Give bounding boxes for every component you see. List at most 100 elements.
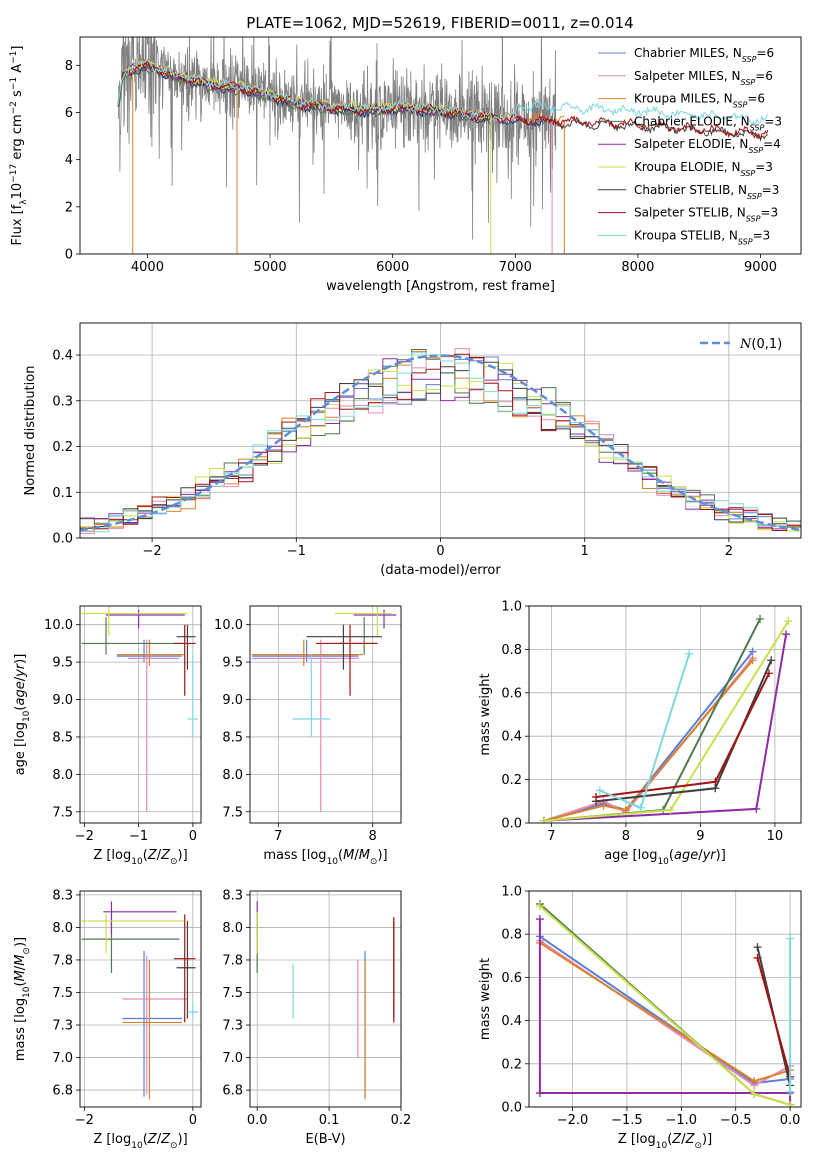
y-tick-label: 6.8 [222,1084,243,1099]
x-tick-label: −1.5 [611,1113,643,1128]
y-tick-label: 0.2 [501,1057,522,1072]
x-tick-label: 0 [189,1113,197,1128]
y-tick-label: 8 [65,59,73,74]
weight-marker [636,803,645,812]
legend-label: Kroupa STELIB, NSSP=3 [634,228,770,246]
y-tick-label: 8.3 [222,888,243,903]
y-tick-label: 6 [65,106,73,121]
panel-mass-weight-vs-age: 7 8 9 10 0.0 0.2 0.4 0.6 0.8 1.0 age [log10(age/yr… [478,600,802,867]
plot-area [117,37,769,254]
weight-marker [599,801,608,810]
weight-marker [535,1088,544,1097]
y-tick-label: 0.4 [52,349,73,364]
y-tick-label: 1.0 [501,885,522,900]
y-tick-label: 0.2 [501,773,522,788]
y-tick-label: 6.8 [52,1084,73,1099]
model-spectrum [117,59,769,126]
y-tick-label: 0.6 [501,686,522,701]
y-tick-label: 7.5 [222,805,243,820]
y-tick-label: 7.8 [52,953,73,968]
plot-area [81,901,199,1100]
weight-marker [750,1077,759,1086]
y-tick-label: 7.3 [52,1019,73,1034]
plot-area [256,901,395,1100]
y-tick-label: 0.8 [501,643,522,658]
weight-marker [750,1090,759,1099]
panel-residuals: −2 −1 0 1 2 0.0 0.1 0.2 0.3 0.4 (data-model)/error… [23,322,802,578]
weight-marker [786,934,795,943]
legend: Chabrier MILES, NSSP=6 Salpeter MILES, NS… [598,46,782,246]
weight-series [539,905,791,1106]
weight-marker [784,617,793,626]
axes-frame [528,890,802,1108]
x-tick-label: −1 [287,544,306,559]
axes-frame [79,36,802,255]
axes-frame [79,322,802,539]
x-tick-label: −1 [129,829,148,844]
x-tick-label: 5000 [254,260,287,275]
panel-mass-vs-Z: −2 0 6.8 7.0 7.3 7.5 7.8 8.0 8.3 Z [log10(Z/Z⊙)] m… [13,888,202,1151]
legend-label: Salpeter ELODIE, NSSP=4 [634,137,781,155]
y-tick-label: 0.4 [501,730,522,745]
weight-marker [535,915,544,924]
weight-marker [752,804,761,813]
x-axis-label: E(B-V) [305,1132,345,1147]
weight-marker [767,656,776,665]
weight-marker [748,656,757,665]
y-tick-label: 9.5 [52,656,73,671]
x-tick-label: 0 [189,829,197,844]
x-tick-label: 8000 [621,260,654,275]
y-tick-label: 8.5 [222,730,243,745]
y-tick-label: 7.3 [222,1019,243,1034]
y-tick-label: 0.8 [501,928,522,943]
y-tick-label: 9.0 [52,693,73,708]
y-axis-label: mass weight [478,673,493,755]
x-axis-label: age [log10(age/yr)] [604,848,726,867]
y-tick-label: 0.0 [52,532,73,547]
plot-area [251,606,397,812]
histogram-series [80,356,801,529]
y-axis-label: Normed distribution [23,366,38,496]
x-tick-label: 8 [622,829,630,844]
y-tick-label: 2 [65,200,73,215]
x-axis-label: (data-model)/error [380,563,501,578]
x-axis-label: mass [log10(M/M⊙)] [263,848,387,867]
legend-label: Kroupa ELODIE, NSSP=3 [634,160,773,178]
y-tick-label: 9.0 [222,693,243,708]
x-tick-label: 0.0 [780,1113,801,1128]
y-tick-label: 7.0 [222,1051,243,1066]
plot-area [539,615,793,823]
x-tick-label: −0.5 [720,1113,752,1128]
legend-label: Salpeter STELIB, NSSP=3 [634,206,778,224]
legend-label: N(0,1) [739,337,782,352]
weight-marker [539,816,548,823]
normal-curve [80,354,801,532]
y-tick-label: 8.0 [52,921,73,936]
x-tick-label: −2 [75,829,94,844]
weight-series [539,941,791,1083]
x-tick-label: 7 [547,829,555,844]
weight-marker [782,630,791,639]
observed-spectrum [117,37,557,240]
x-tick-label: −2 [75,1113,94,1128]
y-axis-label: mass weight [478,958,493,1040]
weight-marker [753,943,762,952]
axes-frame [249,890,402,1108]
histogram-series [80,353,801,531]
weight-marker [666,805,675,814]
x-tick-label: 0 [436,544,444,559]
y-tick-label: 8.5 [52,730,73,745]
legend-label: Chabrier ELODIE, NSSP=3 [634,114,782,131]
weight-series [538,919,792,1105]
y-tick-label: 7.8 [222,953,243,968]
weight-series [539,935,791,1085]
weight-series [595,672,770,798]
panel-mass-weight-vs-Z: −2.0 −1.5 −1.0 −0.5 0.0 0.0 0.2 0.4 0.6 0.8 1.0 Z [… [478,885,802,1151]
x-tick-label: 0.2 [391,1113,412,1128]
histogram-series [80,352,801,533]
x-axis-label: wavelength [Angstrom, rest frame] [326,279,555,294]
weight-marker [786,1100,795,1107]
weight-marker [786,1087,795,1096]
x-axis-label: Z [log10(Z/Z⊙)] [618,1132,712,1151]
